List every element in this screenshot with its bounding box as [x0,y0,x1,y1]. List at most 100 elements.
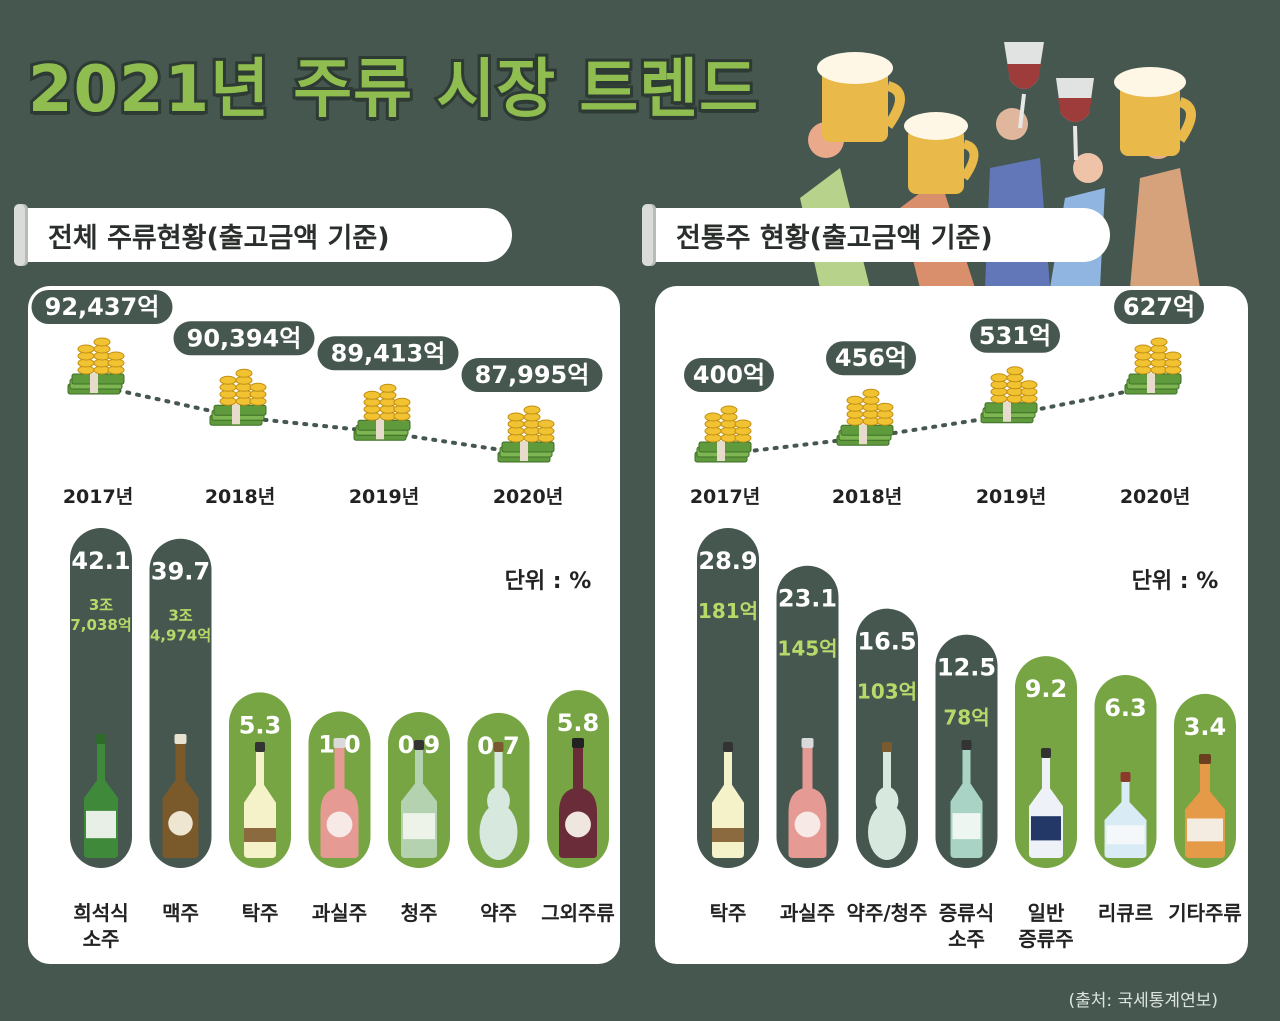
section-label-total: 전체 주류현황(출고금액 기준) [14,204,512,266]
svg-text:145억: 145억 [777,637,837,661]
svg-text:92,437억: 92,437억 [45,293,160,321]
category-label: 맥주 [162,901,199,925]
svg-text:일반: 일반 [1028,901,1065,925]
bar-value-label: 39.7 [151,558,210,586]
svg-text:7,038억: 7,038억 [70,616,131,634]
panel-total: 92,437억 2017년 90,394억 2018년 89,413억 2019년 87,9… [28,286,620,964]
bar [697,528,759,868]
svg-text:과실주: 과실주 [780,901,835,925]
category-label: 탁주 [710,901,747,925]
trend-value-label: 92,437억 [31,290,173,324]
money-stack-icon [836,388,894,446]
cheongju-bottle-icon [401,740,437,858]
distilled-soju-bottle-icon [950,740,983,858]
money-stack-icon [209,368,267,426]
fruit-wine-bottle-icon [320,738,359,858]
makgeolli-bottle-icon [244,742,276,858]
trend-value-label: 400억 [684,358,774,392]
svg-text:그외주류: 그외주류 [541,901,615,925]
year-label: 2020년 [493,486,563,508]
svg-text:181억: 181억 [698,599,758,623]
category-label: 청주 [401,901,438,925]
svg-text:맥주: 맥주 [162,901,199,925]
yakju-bottle-icon [479,742,518,860]
year-label: 2019년 [976,486,1046,508]
bar-sub-label: 78억 [943,706,989,730]
category-label: 약주/청주 [847,901,928,925]
bar [70,528,132,868]
trend-value-label: 456억 [826,341,916,376]
chart-total: 92,437억 2017년 90,394억 2018년 89,413억 2019년 87,9… [31,290,615,951]
spirit-bottle-icon [1029,748,1063,858]
svg-text:103억: 103억 [857,680,917,704]
svg-text:456억: 456억 [835,344,907,372]
svg-text:89,413억: 89,413억 [331,339,446,367]
svg-text:탁주: 탁주 [242,901,279,925]
bar-value-label: 23.1 [778,585,837,613]
yakju-bottle-icon [868,742,906,860]
bar-sub-label: 3조 7,038억 [70,596,131,634]
unit-label: 단위 : % [1132,569,1219,594]
year-label: 2018년 [205,486,275,508]
svg-text:약주/청주: 약주/청주 [847,901,928,925]
category-label: 그외주류 [541,901,615,925]
liqueur-bottle-icon [1104,772,1147,858]
bar-value-label: 12.5 [937,654,996,682]
trend-value-label: 531억 [970,318,1060,353]
soju-bottle-icon [84,734,118,858]
category-label: 기타주류 [1168,901,1242,925]
trend-value-label: 89,413억 [317,336,459,371]
category-label: 리큐르 [1098,901,1153,925]
svg-text:90,394억: 90,394억 [187,324,302,352]
svg-text:희석식: 희석식 [73,901,128,925]
svg-text:약주: 약주 [480,901,517,925]
year-label: 2020년 [1120,486,1190,508]
svg-text:증류주: 증류주 [1018,927,1073,951]
category-label: 과실주 [780,901,835,925]
year-label: 2017년 [690,486,760,508]
bar-value-label: 3.4 [1184,713,1227,741]
trend-value-label: 627억 [1114,290,1204,324]
svg-text:3조: 3조 [89,596,113,614]
bar-value-label: 5.8 [557,709,600,737]
bar-value-label: 9.2 [1025,675,1068,703]
section-label-traditional: 전통주 현황(출고금액 기준) [642,204,1110,266]
trend-line [723,384,1157,456]
bar-sub-label: 181억 [698,599,758,623]
money-stack-icon [353,383,411,441]
bar-value-label: 5.3 [239,711,282,739]
bar-value-label: 16.5 [857,628,916,656]
money-stack-icon [67,337,125,395]
money-stack-icon [497,405,555,463]
bar [149,538,212,868]
bar [856,608,918,868]
unit-label: 단위 : % [505,569,592,594]
year-label: 2019년 [349,486,419,508]
svg-text:소주: 소주 [83,927,120,951]
svg-text:기타주류: 기타주류 [1168,901,1242,925]
svg-text:400억: 400억 [693,361,765,389]
svg-text:3조: 3조 [168,607,192,625]
bar-value-label: 6.3 [1104,694,1147,722]
category-label: 약주 [480,901,517,925]
year-label: 2017년 [63,486,133,508]
year-label: 2018년 [832,486,902,508]
trend-value-label: 90,394억 [173,321,315,356]
svg-text:소주: 소주 [948,927,985,951]
category-label: 탁주 [242,901,279,925]
liquor-bottle-icon [559,738,597,858]
svg-text:증류식: 증류식 [939,901,994,925]
beer-bottle-icon [162,734,199,858]
makgeolli-bottle-icon [712,742,744,858]
svg-text:531억: 531억 [979,322,1051,350]
svg-text:탁주: 탁주 [710,901,747,925]
money-stack-icon [694,405,752,463]
svg-text:과실주: 과실주 [312,901,367,925]
whisky-bottle-icon [1185,754,1225,858]
fruit-wine-bottle-icon [788,738,827,858]
